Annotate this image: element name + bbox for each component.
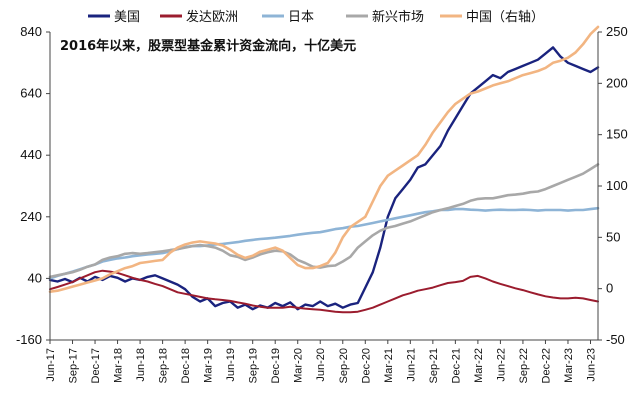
x-tick-label: Sep-19 bbox=[248, 348, 260, 383]
left-tick-label: -160 bbox=[16, 332, 42, 347]
legend-label: 美国 bbox=[114, 10, 140, 25]
left-tick-label: 840 bbox=[20, 24, 42, 39]
axes: -160 40 240 440 640 840 -50 0 50 100 150 200 250 Jun-… bbox=[16, 24, 628, 383]
x-tick-label: Dec-19 bbox=[270, 348, 282, 383]
x-tick-label: Sep-21 bbox=[428, 348, 440, 383]
x-tick-label: Sep-22 bbox=[518, 348, 530, 383]
series-line bbox=[49, 269, 599, 314]
x-tick-label: Sep-17 bbox=[68, 348, 80, 383]
x-tick-label: Jun-18 bbox=[135, 348, 147, 382]
legend-label: 中国（右轴） bbox=[466, 10, 544, 25]
x-tick-label: Dec-21 bbox=[450, 348, 462, 383]
x-tick-label: Dec-20 bbox=[360, 348, 372, 383]
x-tick-label: Jun-17 bbox=[45, 348, 57, 382]
right-tick-label: 250 bbox=[606, 24, 628, 39]
right-tick-label: 100 bbox=[606, 178, 628, 193]
left-tick-label: 240 bbox=[20, 209, 42, 224]
x-tick-label: Mar-20 bbox=[293, 348, 305, 383]
right-tick-label: 150 bbox=[606, 127, 628, 142]
x-tick-label: Dec-18 bbox=[180, 348, 192, 383]
right-tick-label: 50 bbox=[606, 229, 620, 244]
x-tick-label: Sep-18 bbox=[158, 348, 170, 383]
x-tick-label: Jun-23 bbox=[585, 348, 597, 382]
x-tick-label: Jun-21 bbox=[405, 348, 417, 382]
chart-annotation: 2016年以来，股票型基金累计资金流向，十亿美元 bbox=[60, 38, 356, 54]
x-tick-label: Sep-20 bbox=[338, 348, 350, 383]
x-tick-label: Mar-22 bbox=[473, 348, 485, 383]
x-tick-label: Mar-19 bbox=[203, 348, 215, 383]
x-tick-label: Dec-22 bbox=[540, 348, 552, 383]
x-tick-label: Mar-21 bbox=[383, 348, 395, 383]
legend: 美国 发达欧洲 日本 新兴市场 中国（右轴） bbox=[88, 9, 544, 25]
x-tick-label: Jun-20 bbox=[315, 348, 327, 382]
legend-label: 新兴市场 bbox=[372, 9, 424, 25]
x-tick-label: Dec-17 bbox=[90, 348, 102, 383]
x-tick-label: Jun-19 bbox=[225, 348, 237, 382]
right-tick-label: 0 bbox=[606, 281, 613, 296]
legend-label: 发达欧洲 bbox=[186, 9, 238, 25]
left-tick-label: 40 bbox=[28, 270, 42, 285]
x-tick-label: Mar-18 bbox=[113, 348, 125, 383]
right-tick-label: 200 bbox=[606, 75, 628, 90]
x-tick-label: Jun-22 bbox=[495, 348, 507, 382]
left-tick-label: 440 bbox=[20, 147, 42, 162]
right-tick-label: -50 bbox=[606, 332, 625, 347]
series-line bbox=[48, 206, 600, 280]
series-line bbox=[48, 46, 600, 311]
series-line bbox=[48, 25, 600, 293]
legend-label: 日本 bbox=[288, 10, 314, 25]
left-tick-label: 640 bbox=[20, 86, 42, 101]
x-tick-label: Mar-23 bbox=[563, 348, 575, 383]
series-line bbox=[48, 163, 600, 279]
series-layer bbox=[48, 25, 600, 314]
